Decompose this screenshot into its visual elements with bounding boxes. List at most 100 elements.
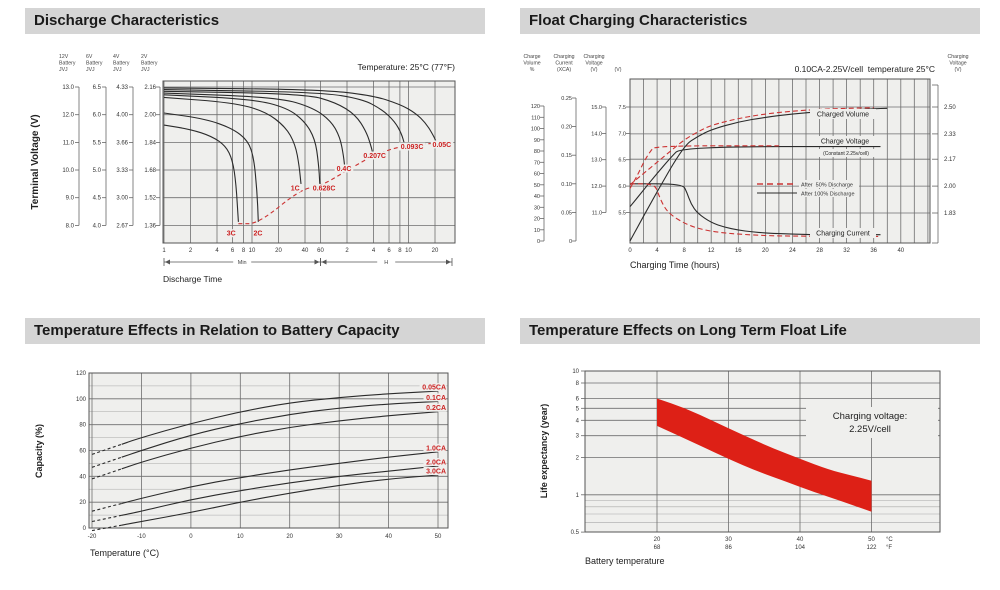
svg-text:80: 80 — [534, 149, 540, 155]
svg-text:5.5: 5.5 — [618, 211, 626, 217]
svg-text:0: 0 — [628, 248, 632, 254]
svg-text:JVJ: JVJ — [86, 67, 95, 73]
temp-capacity-chart: 0 20 40 60 80 100 120 -20 -10 0 10 20 30 40 50 0.05CA 0.… — [34, 371, 449, 558]
svg-text:Min: Min — [238, 260, 247, 266]
svg-text:90: 90 — [534, 138, 540, 144]
discharge-chart: 12VBatteryJVJ13.012.011.010.09.08.06VBat… — [30, 54, 456, 284]
svg-text:(XCA): (XCA) — [557, 67, 571, 73]
svg-text:68: 68 — [654, 545, 661, 551]
svg-text:100: 100 — [531, 127, 540, 133]
svg-text:4V: 4V — [113, 54, 120, 60]
svg-text:8: 8 — [683, 248, 687, 254]
svg-text:11.0: 11.0 — [592, 211, 602, 217]
svg-text:H: H — [384, 260, 388, 266]
svg-text:120: 120 — [531, 104, 540, 110]
svg-text:40: 40 — [79, 474, 86, 480]
svg-text:0.628C: 0.628C — [313, 186, 336, 193]
svg-text:60: 60 — [534, 172, 540, 178]
svg-text:10: 10 — [237, 534, 244, 540]
svg-text:6: 6 — [576, 397, 580, 403]
svg-text:9.0: 9.0 — [66, 196, 75, 202]
svg-text:Charge: Charge — [523, 54, 540, 60]
svg-text:%: % — [530, 67, 535, 73]
svg-text:After 50% Discharge: After 50% Discharge — [801, 183, 853, 189]
section-title-float-charging: Float Charging Characteristics — [520, 8, 980, 34]
svg-text:3.66: 3.66 — [116, 140, 128, 146]
svg-text:4.0: 4.0 — [93, 223, 102, 229]
svg-text:12: 12 — [708, 248, 715, 254]
float-charging-chart: ChargeVolume%120110100908070605040302010… — [523, 54, 968, 270]
svg-text:12.0: 12.0 — [591, 184, 602, 190]
svg-text:Charging Current: Charging Current — [816, 231, 870, 238]
svg-text:6: 6 — [387, 248, 391, 254]
svg-text:Battery: Battery — [113, 61, 130, 67]
svg-text:1.0CA: 1.0CA — [426, 445, 446, 452]
svg-text:Battery: Battery — [86, 61, 103, 67]
svg-text:(V): (V) — [615, 67, 622, 73]
svg-text:40: 40 — [897, 248, 904, 254]
svg-text:10: 10 — [249, 248, 256, 254]
svg-text:6.5: 6.5 — [93, 85, 102, 91]
svg-text:20: 20 — [286, 534, 293, 540]
svg-text:-10: -10 — [137, 534, 146, 540]
svg-text:20: 20 — [534, 217, 540, 223]
svg-text:0.20: 0.20 — [561, 125, 572, 131]
svg-text:1.84: 1.84 — [144, 140, 156, 146]
svg-text:1.52: 1.52 — [144, 196, 156, 202]
svg-text:JVJ: JVJ — [59, 67, 68, 73]
svg-text:JVJ: JVJ — [113, 67, 122, 73]
svg-text:0.10CA-2.25V/cell temperature: 0.10CA-2.25V/cell temperature 25°C — [795, 64, 935, 74]
svg-text:8: 8 — [398, 248, 402, 254]
svg-text:30: 30 — [534, 205, 540, 211]
svg-text:1C: 1C — [291, 186, 300, 193]
svg-text:2: 2 — [345, 248, 349, 254]
svg-text:2V: 2V — [141, 54, 148, 60]
svg-text:Temperature: 25°C (77°F): Temperature: 25°C (77°F) — [357, 62, 455, 72]
svg-text:Battery temperature: Battery temperature — [585, 556, 665, 566]
svg-text:1: 1 — [576, 493, 580, 499]
svg-text:24: 24 — [789, 248, 796, 254]
svg-text:13.0: 13.0 — [591, 158, 602, 164]
svg-text:Discharge Time: Discharge Time — [163, 274, 222, 284]
svg-text:50: 50 — [868, 537, 875, 543]
svg-text:2.00: 2.00 — [144, 113, 156, 119]
svg-text:7.5: 7.5 — [618, 105, 626, 111]
svg-text:Charging Time (hours): Charging Time (hours) — [630, 260, 720, 270]
svg-text:30: 30 — [725, 537, 732, 543]
svg-text:3.00: 3.00 — [116, 196, 128, 202]
svg-text:1.36: 1.36 — [144, 223, 156, 229]
section-title-float-life: Temperature Effects on Long Term Float L… — [520, 318, 980, 344]
svg-text:7.0: 7.0 — [618, 131, 626, 137]
svg-text:2C: 2C — [254, 231, 263, 238]
svg-text:80: 80 — [79, 423, 86, 429]
svg-text:Current: Current — [555, 61, 573, 67]
svg-text:3.33: 3.33 — [116, 168, 128, 174]
svg-text:2.67: 2.67 — [116, 223, 128, 229]
svg-text:12V: 12V — [59, 54, 69, 60]
section-title-discharge: Discharge Characteristics — [25, 8, 485, 34]
svg-text:40: 40 — [534, 194, 540, 200]
svg-text:14.0: 14.0 — [591, 131, 602, 137]
svg-text:0.05CA: 0.05CA — [422, 385, 446, 392]
svg-text:2.50: 2.50 — [944, 105, 956, 111]
svg-text:Terminal Voltage (V): Terminal Voltage (V) — [30, 114, 41, 209]
svg-text:0: 0 — [83, 526, 87, 532]
svg-text:Charging: Charging — [947, 54, 968, 60]
svg-text:50: 50 — [534, 183, 540, 189]
svg-text:5: 5 — [576, 406, 580, 412]
svg-text:6.0: 6.0 — [618, 184, 626, 190]
svg-text:°F: °F — [886, 545, 892, 551]
svg-text:(Constant 2.25v/cell): (Constant 2.25v/cell) — [823, 151, 869, 157]
svg-text:Charging voltage:: Charging voltage: — [833, 411, 907, 422]
svg-text:100: 100 — [76, 397, 87, 403]
svg-text:70: 70 — [534, 160, 540, 166]
svg-text:1.68: 1.68 — [144, 168, 156, 174]
svg-text:120: 120 — [76, 371, 87, 377]
svg-text:Charging: Charging — [583, 54, 604, 60]
svg-text:Battery: Battery — [59, 61, 76, 67]
svg-text:6: 6 — [231, 248, 235, 254]
svg-text:2.16: 2.16 — [144, 85, 156, 91]
svg-text:3.0CA: 3.0CA — [426, 469, 446, 476]
svg-text:2.17: 2.17 — [944, 157, 956, 163]
svg-text:104: 104 — [795, 545, 806, 551]
